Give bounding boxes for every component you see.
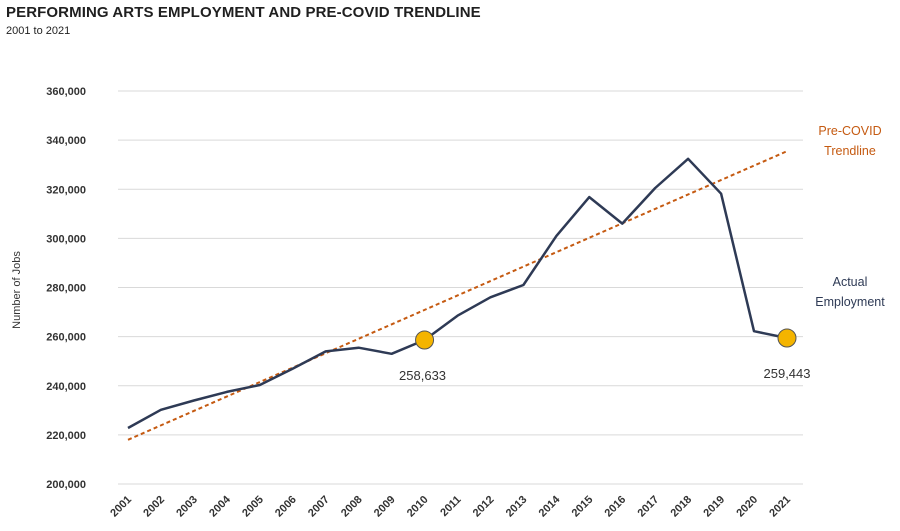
y-tick-label: 360,000 xyxy=(46,86,86,98)
x-tick-label: 2019 xyxy=(701,494,727,520)
series-line-pre-covid-trendline xyxy=(127,150,788,441)
x-tick-label: 2003 xyxy=(174,494,200,520)
x-tick-label: 2020 xyxy=(734,494,760,520)
y-tick-label: 320,000 xyxy=(46,184,86,196)
series-group xyxy=(127,150,788,441)
x-tick-label: 2013 xyxy=(504,494,530,520)
y-tick-label: 240,000 xyxy=(46,381,86,393)
data-label: 259,443 xyxy=(764,366,811,381)
grid-lines xyxy=(118,90,803,485)
legend-label-actual: Employment xyxy=(815,295,885,309)
y-axis-ticks: 200,000 220,000 240,000 260,000 280,000 300,0… xyxy=(46,86,86,491)
x-tick-label: 2001 xyxy=(108,494,134,520)
highlight-point-marker xyxy=(415,330,435,350)
x-tick-label: 2017 xyxy=(636,494,662,520)
chart-title: PERFORMING ARTS EMPLOYMENT AND PRE-COVID… xyxy=(6,4,481,21)
y-tick-label: 280,000 xyxy=(46,283,86,295)
x-tick-label: 2005 xyxy=(240,494,266,520)
legend-label-trendline: Pre-COVID xyxy=(818,124,881,138)
y-tick-label: 220,000 xyxy=(46,430,86,442)
legend: Pre-COVID Trendline Actual Employment xyxy=(815,124,885,309)
x-tick-label: 2014 xyxy=(537,493,563,519)
x-tick-label: 2011 xyxy=(438,494,463,519)
legend-label-actual: Actual xyxy=(833,275,868,289)
x-tick-label: 2016 xyxy=(603,494,629,520)
y-tick-label: 300,000 xyxy=(46,233,86,245)
x-tick-label: 2008 xyxy=(339,494,365,520)
y-tick-label: 260,000 xyxy=(46,332,86,344)
x-tick-label: 2004 xyxy=(207,493,233,519)
x-tick-label: 2009 xyxy=(372,494,398,520)
data-label: 258,633 xyxy=(399,368,446,383)
x-tick-label: 2021 xyxy=(767,494,793,520)
y-tick-label: 340,000 xyxy=(46,135,86,147)
legend-label-trendline: Trendline xyxy=(824,144,876,158)
x-tick-label: 2006 xyxy=(273,494,299,520)
x-tick-label: 2012 xyxy=(471,494,497,520)
y-axis-label: Number of Jobs xyxy=(11,251,23,329)
chart-subtitle: 2001 to 2021 xyxy=(6,25,71,37)
x-tick-label: 2018 xyxy=(668,494,694,520)
series-line-actual-employment xyxy=(127,157,788,430)
x-tick-label: 2002 xyxy=(141,494,167,520)
x-tick-label: 2007 xyxy=(306,494,332,520)
y-tick-label: 200,000 xyxy=(46,479,86,491)
x-axis-ticks: 2001 2002 2003 2004 2005 2006 2007 2008 2009 2010… xyxy=(108,493,793,519)
x-tick-label: 2010 xyxy=(405,494,431,520)
x-tick-label: 2015 xyxy=(570,494,596,520)
highlight-points: 258,633 259,443 xyxy=(399,328,811,383)
highlight-point-marker xyxy=(777,328,797,348)
